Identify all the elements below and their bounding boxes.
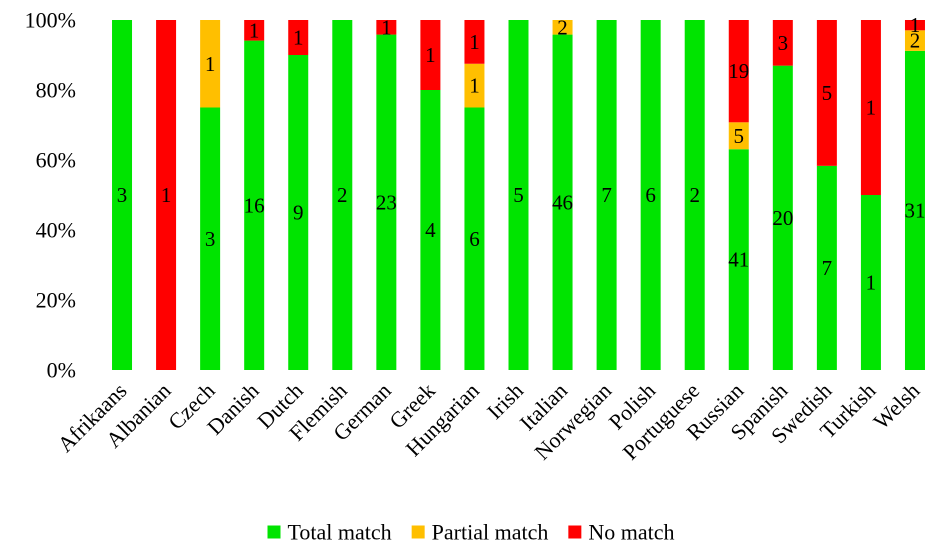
bar-segment (684, 20, 705, 370)
legend-swatch (568, 525, 582, 539)
bar-segment (904, 50, 925, 370)
data-label: 1 (469, 30, 480, 54)
legend: Total match Partial match No match (267, 520, 675, 545)
data-label: 1 (866, 271, 877, 295)
bar-segment (376, 34, 397, 370)
data-label: 23 (376, 190, 397, 214)
legend-item: No match (568, 520, 675, 545)
bar-segment (772, 20, 793, 66)
data-label: 1 (910, 13, 921, 37)
bar-segment (156, 20, 177, 370)
legend-swatch (267, 525, 281, 539)
bar-segment (464, 20, 485, 64)
data-label: 41 (728, 248, 749, 272)
y-axis: 0% 20% 40% 60% 80% 100% (25, 8, 76, 383)
legend-label: Total match (288, 520, 392, 545)
bar-segment (728, 149, 749, 370)
legend-item: Total match (267, 520, 392, 545)
bar-segment (244, 40, 265, 371)
bar-segment (112, 20, 133, 370)
bar-segment (508, 20, 529, 370)
bar-segment (816, 165, 837, 370)
data-label: 16 (244, 193, 265, 217)
bar-segment (640, 20, 661, 370)
data-label: 31 (904, 198, 925, 222)
bar-segment (860, 195, 881, 370)
bar-segment (552, 20, 573, 35)
bar-segment (552, 34, 573, 370)
bar-segment (332, 20, 353, 370)
data-label: 5 (513, 183, 524, 207)
data-label: 19 (728, 59, 749, 83)
x-axis: AfrikaansAlbanianCzechDanishDutchFlemish… (53, 378, 925, 465)
legend-item: Partial match (411, 520, 549, 545)
bar-segment (904, 20, 925, 31)
bar-segment (200, 20, 221, 108)
data-label: 2 (337, 183, 348, 207)
data-label: 1 (205, 52, 216, 76)
y-tick-label: 60% (36, 148, 76, 173)
data-label: 6 (645, 183, 656, 207)
data-label: 5 (822, 81, 833, 105)
data-label: 1 (381, 15, 392, 39)
data-label: 1 (425, 43, 436, 67)
legend-label: No match (588, 520, 674, 545)
y-tick-label: 100% (25, 8, 76, 33)
bar-segment (464, 107, 485, 370)
data-label: 1 (293, 26, 304, 50)
data-label: 2 (557, 15, 568, 39)
bar-segment (904, 30, 925, 51)
bar-segment (728, 20, 749, 123)
bar-segment (288, 20, 309, 55)
bar-segment (860, 20, 881, 195)
bar-segment (420, 20, 441, 90)
data-label: 7 (822, 256, 833, 280)
y-tick-label: 0% (47, 358, 76, 383)
data-label: 4 (425, 218, 436, 242)
legend-swatch (411, 525, 425, 539)
data-label: 3 (778, 31, 789, 55)
bar-segment (596, 20, 617, 370)
y-tick-label: 40% (36, 218, 76, 243)
data-label: 1 (469, 74, 480, 98)
data-label: 46 (552, 190, 573, 214)
data-label: 1 (866, 96, 877, 120)
data-label: 5 (734, 124, 745, 148)
data-label: 1 (249, 18, 260, 42)
x-tick-label: Welsh (868, 378, 924, 434)
data-label: 7 (601, 183, 612, 207)
bar-segment (200, 107, 221, 370)
y-tick-label: 20% (36, 288, 76, 313)
bar-segment (728, 122, 749, 150)
data-label: 6 (469, 227, 480, 251)
bar-segment (376, 20, 397, 35)
data-label: 2 (910, 29, 921, 53)
bar-segment (816, 20, 837, 166)
y-tick-label: 80% (36, 78, 76, 103)
bar-segment (772, 65, 793, 371)
data-label: 3 (205, 227, 216, 251)
bar-segment (420, 90, 441, 370)
data-label: 20 (772, 206, 793, 230)
bar-segment (464, 63, 485, 108)
data-label: 2 (689, 183, 700, 207)
data-label: 9 (293, 201, 304, 225)
bar-segment (288, 55, 309, 370)
legend-label: Partial match (432, 520, 549, 545)
bar-segment (244, 20, 265, 41)
data-label: 3 (117, 183, 128, 207)
data-label: 1 (161, 183, 172, 207)
